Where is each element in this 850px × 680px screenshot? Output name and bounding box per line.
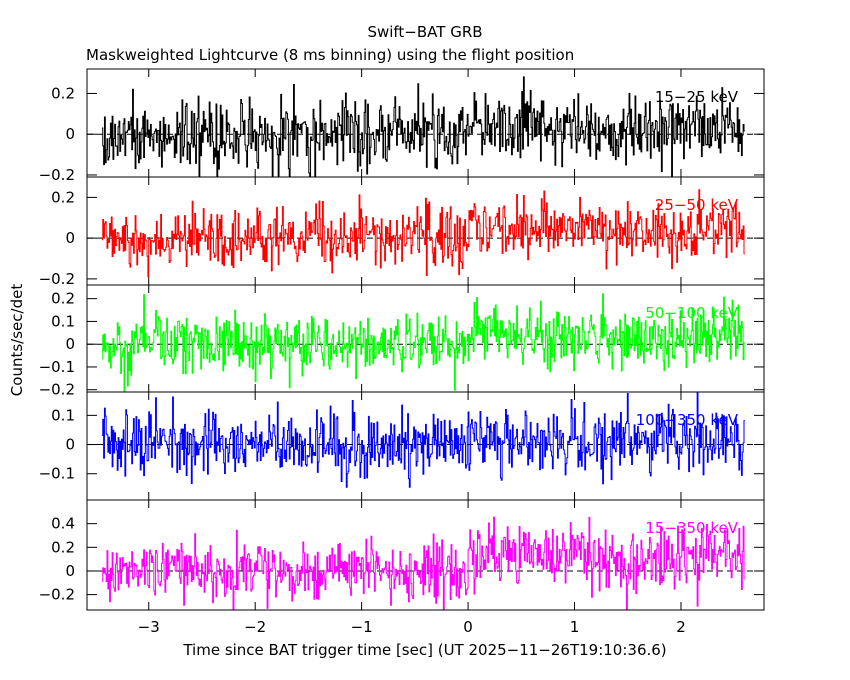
x-tick-label: −1 (351, 618, 373, 636)
panel-2: −0.2 −0.1 0 0.1 0.2 50−100 keV (39, 284, 765, 399)
y-tick-label: 0 (65, 125, 75, 143)
y-tick-label: −0.1 (39, 358, 75, 376)
x-axis-label: Time since BAT trigger time [sec] (UT 20… (182, 641, 666, 659)
y-tick-label: −0.2 (39, 586, 75, 604)
panel-3: −0.1 0 0.1 100−350 keV (39, 391, 765, 501)
x-tick-label: 1 (570, 618, 580, 636)
series-line (101, 516, 745, 610)
x-tick-label: 0 (463, 618, 473, 636)
y-tick-label: 0 (65, 229, 75, 247)
x-tick-label: −2 (244, 618, 266, 636)
y-tick-label: 0.2 (51, 84, 75, 102)
series-line (101, 392, 745, 488)
band-label: 25−50 keV (655, 196, 739, 214)
series-line (101, 293, 745, 392)
y-tick-label: 0.2 (51, 290, 75, 308)
y-tick-label: 0 (65, 436, 75, 454)
band-label: 100−350 keV (636, 411, 739, 429)
chart-title: Swift−BAT GRB (367, 23, 482, 41)
band-label: 15−350 keV (645, 519, 738, 537)
y-tick-label: −0.2 (39, 270, 75, 288)
panels-group: −0.200.2 15−25 keV−0.200.2 25−50 keV−0.2−0… (39, 68, 765, 636)
y-axis-label: Counts/sec/det (8, 284, 26, 397)
chart-subtitle: Maskweighted Lightcurve (8 ms binning) u… (86, 46, 574, 64)
y-tick-label: −0.1 (39, 465, 75, 483)
y-tick-label: 0.1 (51, 406, 75, 424)
y-tick-label: 0.2 (51, 188, 75, 206)
y-tick-label: −0.2 (39, 381, 75, 399)
y-tick-label: 0.1 (51, 312, 75, 330)
y-tick-label: −0.2 (39, 166, 75, 184)
panel-0: −0.2 0 0.2 15−25 keV (39, 68, 765, 184)
panel-frame (86, 499, 765, 611)
series-line (101, 189, 745, 278)
series-line (101, 76, 745, 177)
y-tick-label: 0.2 (51, 538, 75, 556)
y-tick-label: 0.4 (51, 515, 75, 533)
y-tick-label: 0 (65, 335, 75, 353)
panel-1: −0.2 0 0.2 25−50 keV (39, 176, 765, 288)
band-label: 15−25 keV (655, 88, 739, 106)
x-tick-label: −3 (138, 618, 160, 636)
y-tick-label: 0 (65, 562, 75, 580)
panel-4: −0.2 0 0.2 0.4 15−350 keV (39, 499, 765, 611)
band-label: 50−100 keV (645, 304, 738, 322)
panel-frame (86, 284, 765, 393)
x-tick-label: 2 (676, 618, 686, 636)
